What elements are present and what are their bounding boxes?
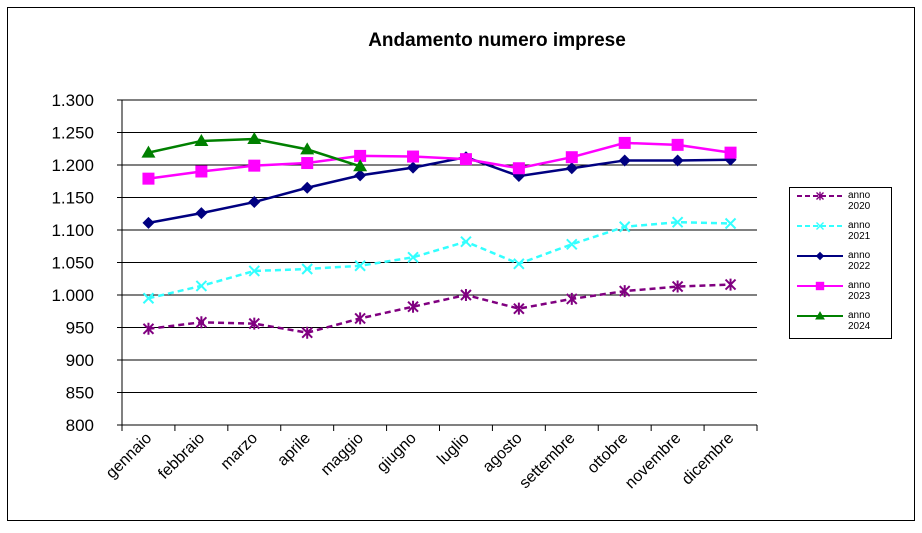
- marker: [301, 326, 313, 339]
- marker: [724, 278, 737, 291]
- marker: [354, 169, 367, 182]
- marker: [815, 251, 825, 261]
- series: [142, 278, 737, 339]
- legend-marker: [815, 251, 825, 261]
- marker: [301, 263, 313, 275]
- legend-marker: [815, 311, 825, 320]
- legend-label: anno 2024: [848, 310, 871, 332]
- marker: [195, 316, 208, 329]
- marker: [407, 300, 419, 313]
- legend-label: anno 2020: [848, 190, 871, 212]
- legend-label: anno 2021: [848, 220, 871, 242]
- marker: [724, 146, 737, 159]
- marker: [815, 281, 825, 291]
- marker: [816, 191, 824, 201]
- y-tick-label: 800: [66, 416, 94, 435]
- marker: [513, 302, 525, 315]
- chart-title: Andamento numero imprese: [368, 30, 626, 51]
- marker: [618, 136, 631, 149]
- marker: [407, 251, 419, 264]
- legend-marker: [816, 222, 824, 230]
- marker: [513, 258, 525, 270]
- legend-marker: [815, 281, 825, 291]
- marker: [671, 154, 684, 167]
- marker: [618, 154, 631, 167]
- y-tick-label: 950: [66, 319, 94, 338]
- marker: [724, 217, 737, 230]
- marker: [194, 133, 209, 146]
- y-tick-label: 1.150: [51, 189, 94, 208]
- marker: [142, 172, 155, 185]
- legend-label: anno 2022: [848, 250, 871, 272]
- marker: [248, 196, 261, 209]
- chart-frame: [7, 7, 915, 521]
- marker: [142, 292, 155, 304]
- marker: [354, 260, 366, 272]
- marker: [407, 161, 420, 174]
- marker: [816, 222, 824, 230]
- marker: [619, 221, 631, 233]
- marker: [248, 317, 260, 330]
- y-tick-label: 1.050: [51, 254, 94, 273]
- marker: [671, 138, 684, 151]
- legend-box: [789, 187, 892, 339]
- y-tick-label: 1.000: [51, 286, 94, 305]
- legend-marker: [816, 191, 824, 201]
- marker: [301, 181, 314, 194]
- marker: [459, 153, 472, 166]
- series: [142, 216, 737, 304]
- marker: [300, 142, 315, 155]
- series: [141, 132, 368, 172]
- marker: [247, 132, 262, 144]
- series-line: [148, 155, 731, 225]
- series-line: [148, 220, 731, 300]
- marker: [565, 151, 578, 164]
- marker: [353, 159, 368, 172]
- legend-label: anno 2023: [848, 280, 871, 302]
- y-tick-label: 1.200: [51, 156, 94, 175]
- marker: [815, 311, 825, 320]
- marker: [301, 157, 314, 170]
- marker: [195, 207, 208, 220]
- marker: [565, 162, 578, 175]
- series-line: [148, 141, 731, 180]
- marker: [566, 238, 578, 251]
- marker: [195, 165, 208, 178]
- marker: [142, 216, 155, 229]
- y-tick-label: 1.300: [51, 91, 94, 110]
- y-tick-label: 1.100: [51, 221, 94, 240]
- marker: [248, 265, 260, 277]
- y-tick-label: 850: [66, 384, 94, 403]
- marker: [407, 150, 420, 163]
- series-line: [148, 283, 731, 334]
- marker: [141, 145, 156, 158]
- y-tick-label: 1.250: [51, 124, 94, 143]
- marker: [460, 289, 472, 301]
- marker: [512, 162, 525, 175]
- series: [142, 136, 737, 185]
- marker: [195, 280, 208, 292]
- marker: [671, 280, 684, 293]
- marker: [460, 235, 472, 248]
- marker: [566, 292, 578, 305]
- marker: [619, 285, 631, 298]
- y-tick-label: 900: [66, 351, 94, 370]
- marker: [354, 312, 366, 325]
- marker: [354, 149, 367, 162]
- series: [142, 151, 737, 229]
- marker: [142, 322, 155, 335]
- marker: [671, 216, 684, 228]
- marker: [248, 159, 261, 172]
